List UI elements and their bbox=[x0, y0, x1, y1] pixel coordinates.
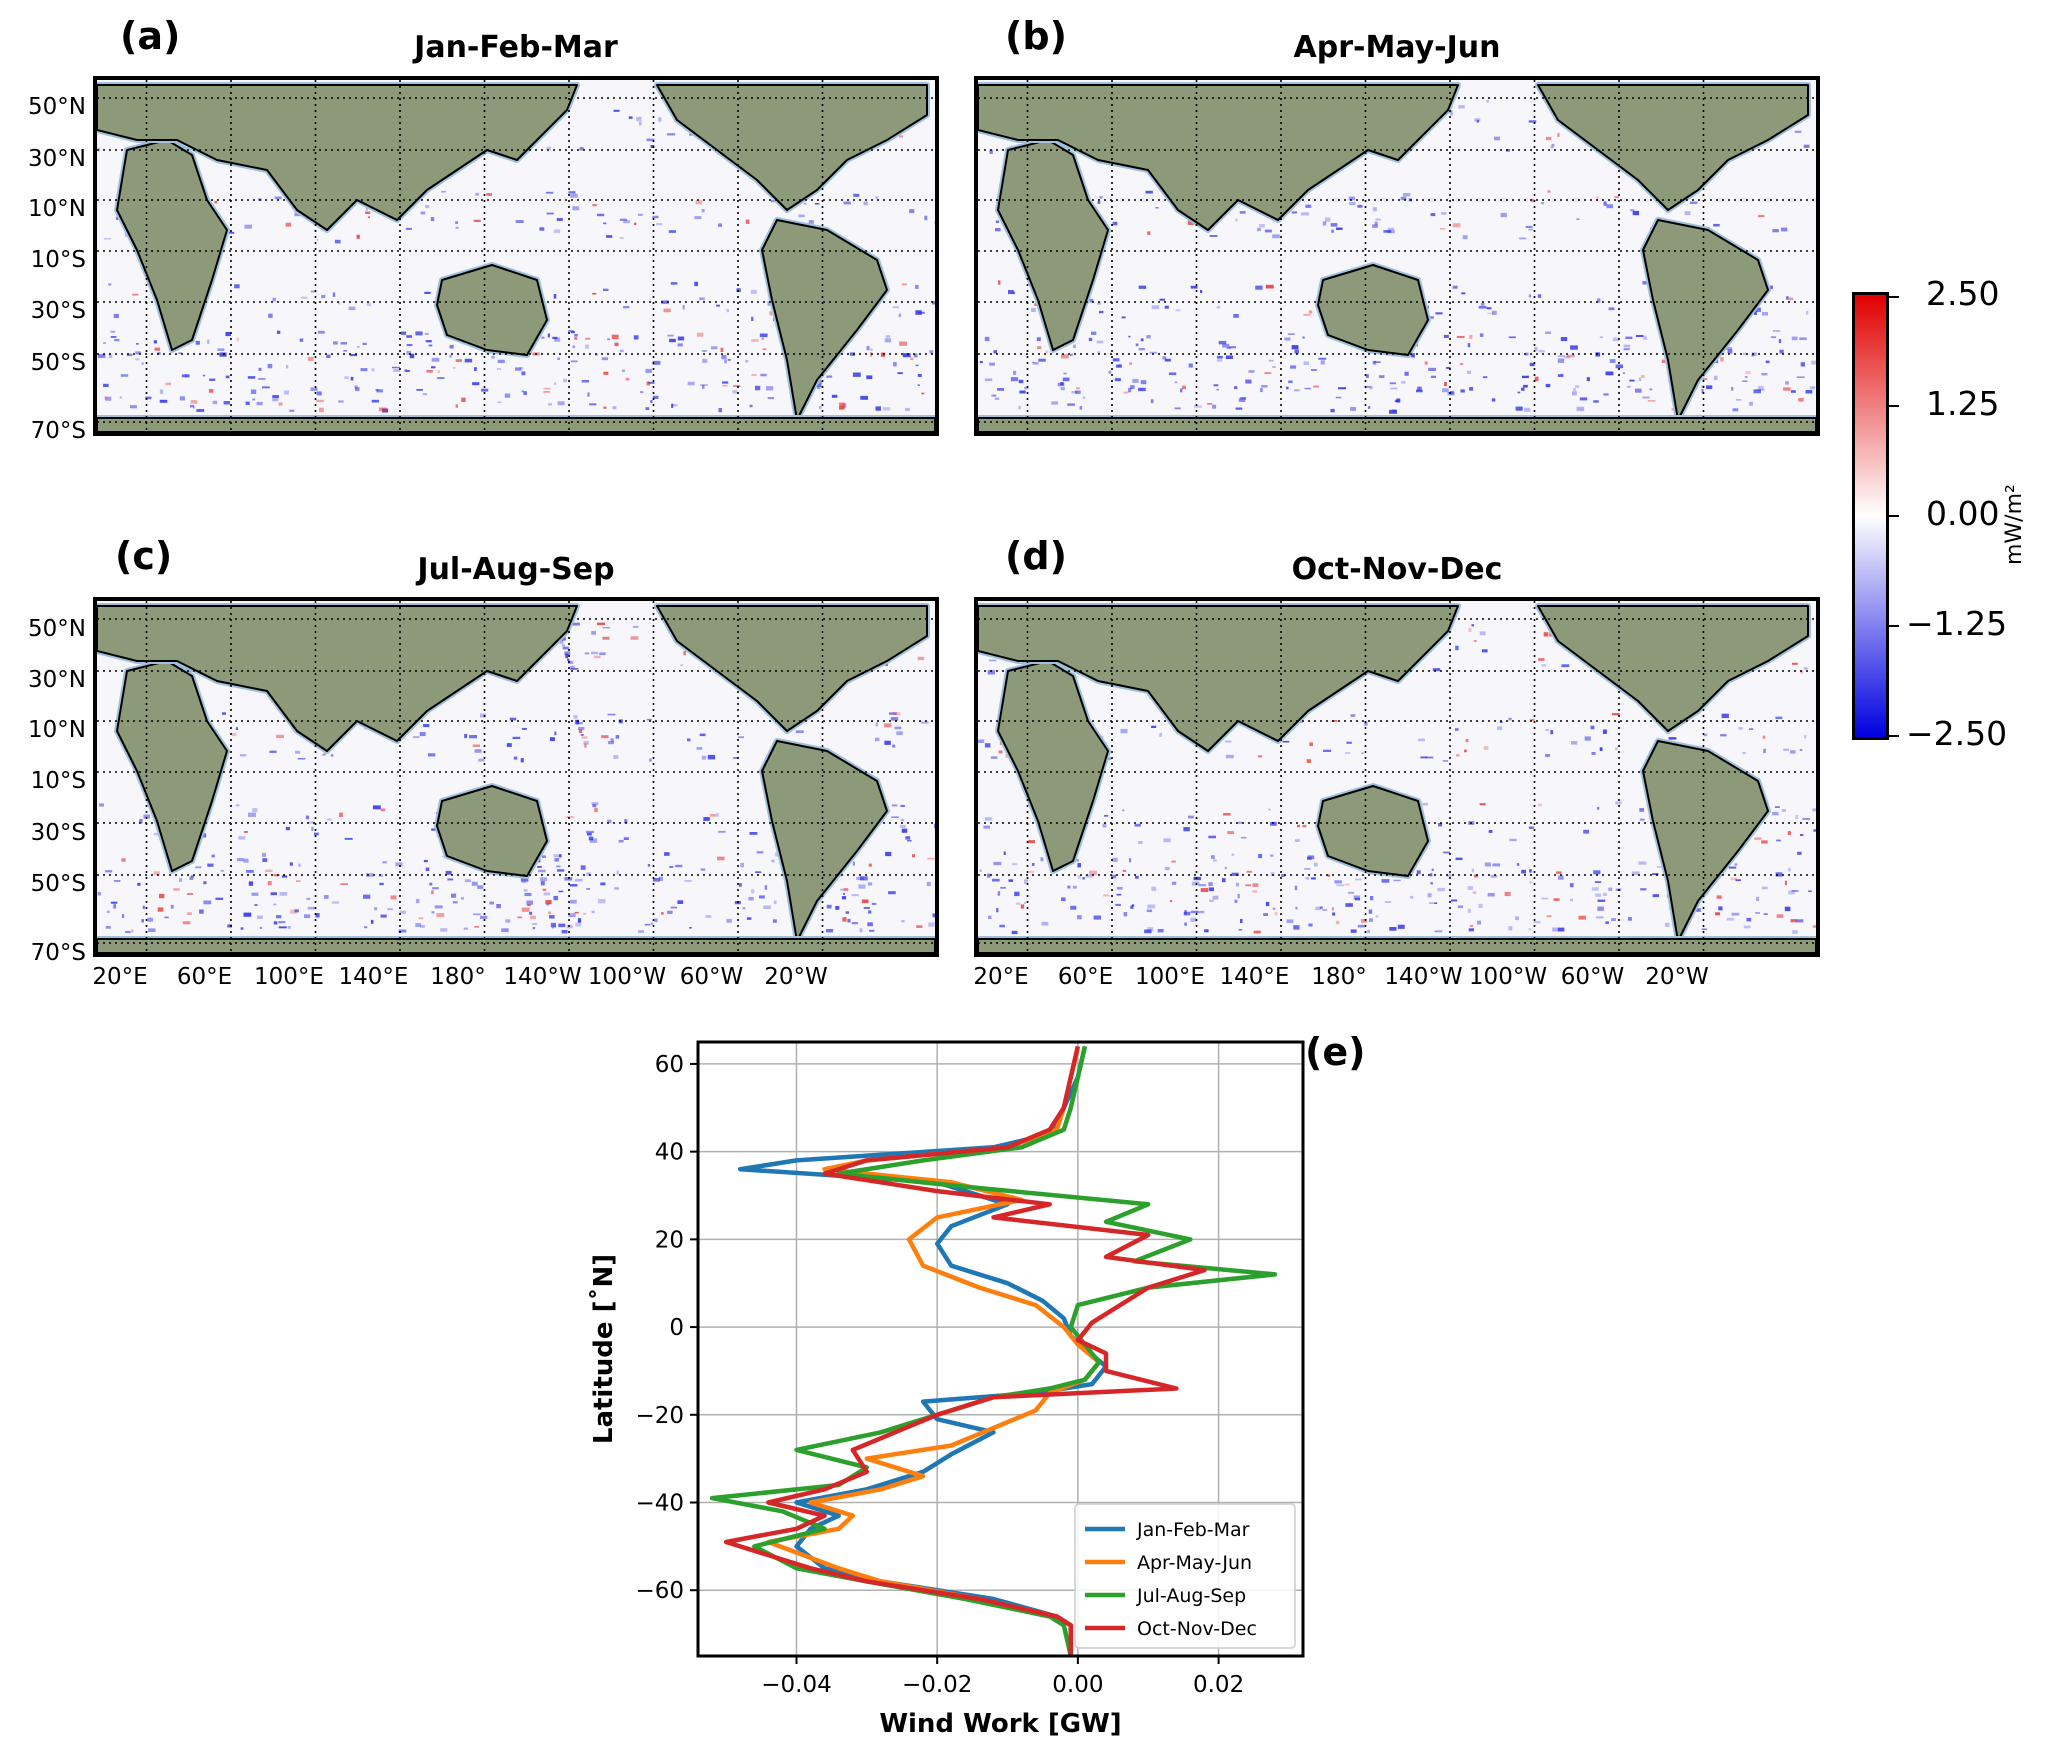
colorbar-tick bbox=[1889, 735, 1899, 737]
lat-tick-label: 70°S bbox=[30, 418, 86, 444]
y-axis-label: Latitude [˚N] bbox=[588, 1254, 619, 1444]
colorbar-label-max: 2.50 bbox=[1926, 274, 2000, 313]
colorbar-label-high: 1.25 bbox=[1926, 384, 2000, 423]
series-line-jul-aug-sep bbox=[709, 1045, 1278, 1657]
lat-tick-label: 30°N bbox=[28, 667, 86, 693]
lon-tick-label: 20°W bbox=[764, 964, 828, 990]
lon-tick-label: 180° bbox=[430, 964, 486, 990]
lon-tick-label: 60°W bbox=[1560, 964, 1625, 990]
x-tick-label: 0.02 bbox=[1193, 1672, 1244, 1698]
colorbar-label-low: −1.25 bbox=[1906, 604, 2008, 643]
lon-tick-label: 60°W bbox=[679, 964, 744, 990]
lon-tick-label: 100°W bbox=[587, 964, 667, 990]
lon-tick-label: 140°E bbox=[1219, 964, 1290, 990]
x-tick-label: 0.00 bbox=[1052, 1672, 1103, 1698]
y-tick-label: −40 bbox=[635, 1491, 684, 1517]
lon-tick-label: 20°E bbox=[973, 964, 1029, 990]
x-tick-label: −0.04 bbox=[761, 1672, 831, 1698]
lon-tick-label: 140°E bbox=[338, 964, 409, 990]
lon-tick-label: 20°E bbox=[92, 964, 148, 990]
lon-tick-label: 20°W bbox=[1645, 964, 1709, 990]
lat-tick-label: 10°S bbox=[30, 768, 86, 794]
legend-label: Apr-May-Jun bbox=[1137, 1552, 1252, 1574]
map-b-graphic bbox=[978, 80, 1816, 432]
lon-tick-label: 60°E bbox=[176, 964, 233, 990]
panel-letter-b: (b) bbox=[1005, 14, 1067, 58]
map-d-graphic bbox=[978, 601, 1816, 953]
panel-title-c: Jul-Aug-Sep bbox=[417, 552, 615, 587]
map-panel-a bbox=[93, 76, 939, 436]
y-tick-label: 60 bbox=[655, 1052, 684, 1078]
lat-tick-label: 30°S bbox=[30, 820, 86, 846]
legend-label: Jan-Feb-Mar bbox=[1136, 1519, 1250, 1541]
lon-tick-label: 100°W bbox=[1468, 964, 1548, 990]
panel-title-b: Apr-May-Jun bbox=[1293, 30, 1501, 65]
x-tick-label: −0.02 bbox=[902, 1672, 972, 1698]
colorbar-tick bbox=[1889, 515, 1899, 517]
plot-frame bbox=[696, 1040, 1305, 1658]
lat-tick-label: 50°S bbox=[30, 871, 86, 897]
panel-letter-c: (c) bbox=[115, 534, 173, 578]
map-c-graphic bbox=[97, 601, 935, 953]
lat-tick-label: 70°S bbox=[30, 940, 86, 966]
lat-tick-label: 30°N bbox=[28, 146, 86, 172]
legend-label: Oct-Nov-Dec bbox=[1137, 1618, 1257, 1640]
lat-tick-label: 10°N bbox=[28, 196, 86, 222]
map-panel-d bbox=[974, 597, 1820, 957]
map-a-graphic bbox=[97, 80, 935, 432]
lat-tick-label: 50°S bbox=[30, 350, 86, 376]
y-tick-label: −20 bbox=[635, 1403, 684, 1429]
y-tick-label: 40 bbox=[655, 1140, 684, 1166]
map-panel-c bbox=[93, 597, 939, 957]
series-line-oct-nov-dec bbox=[723, 1045, 1207, 1656]
y-tick-label: 0 bbox=[669, 1315, 684, 1341]
lon-tick-label: 140°W bbox=[1384, 964, 1463, 990]
panel-letter-a: (a) bbox=[120, 14, 181, 58]
lon-tick-label: 180° bbox=[1311, 964, 1367, 990]
colorbar bbox=[1852, 292, 1889, 740]
map-panel-b bbox=[974, 76, 1820, 436]
lat-tick-label: 50°N bbox=[28, 94, 86, 120]
lat-tick-label: 30°S bbox=[30, 298, 86, 324]
series-line-jan-feb-mar bbox=[737, 1045, 1109, 1656]
colorbar-label-zero: 0.00 bbox=[1926, 494, 2000, 533]
lon-tick-label: 60°E bbox=[1057, 964, 1114, 990]
y-tick-label: 20 bbox=[655, 1227, 684, 1253]
lat-tick-label: 10°N bbox=[28, 717, 86, 743]
lat-tick-label: 10°S bbox=[30, 247, 86, 273]
colorbar-tick bbox=[1889, 625, 1899, 627]
lon-tick-label: 100°E bbox=[1135, 964, 1205, 990]
panel-letter-d: (d) bbox=[1005, 534, 1067, 578]
legend-label: Jul-Aug-Sep bbox=[1136, 1585, 1246, 1607]
panel-title-a: Jan-Feb-Mar bbox=[414, 30, 618, 65]
y-tick-label: −60 bbox=[635, 1578, 684, 1604]
lat-tick-label: 50°N bbox=[28, 616, 86, 642]
x-axis-label: Wind Work [GW] bbox=[879, 1709, 1121, 1739]
colorbar-tick bbox=[1889, 405, 1899, 407]
panel-letter-e: (e) bbox=[1305, 1030, 1366, 1074]
panel-title-d: Oct-Nov-Dec bbox=[1291, 552, 1503, 587]
lon-tick-label: 140°W bbox=[503, 964, 582, 990]
lon-tick-label: 100°E bbox=[254, 964, 324, 990]
colorbar-label-min: −2.50 bbox=[1906, 714, 2008, 753]
colorbar-tick bbox=[1889, 296, 1899, 298]
legend-box bbox=[1074, 1503, 1296, 1649]
